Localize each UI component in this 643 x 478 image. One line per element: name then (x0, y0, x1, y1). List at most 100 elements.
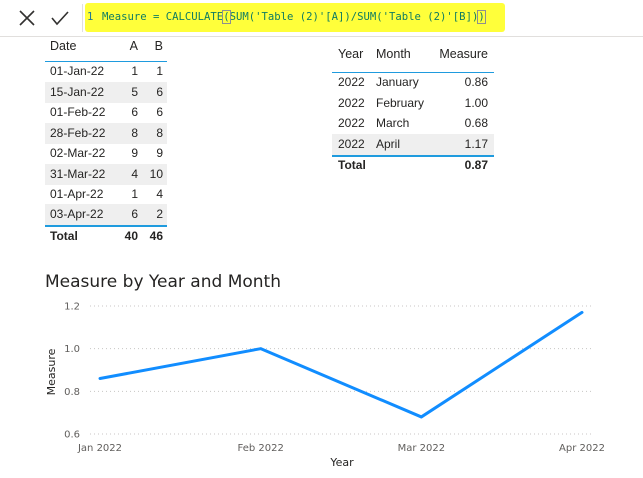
cell-a: 1 (131, 64, 138, 78)
close-icon[interactable] (15, 6, 39, 30)
x-tick-label: Jan 2022 (77, 443, 122, 454)
cell-year: 2022 (338, 116, 365, 130)
cell-measure: 0.86 (464, 75, 488, 89)
formula-prefix: Measure = CALCULATE (102, 11, 224, 23)
total-a: 40 (124, 229, 138, 243)
total-measure: 0.87 (464, 158, 488, 172)
y-tick-label: 0.8 (64, 387, 80, 398)
cell-b: 2 (156, 207, 163, 221)
y-tick-label: 1.2 (64, 302, 80, 313)
cell-date: 31-Mar-22 (50, 167, 106, 181)
formula-bar-divider (82, 4, 83, 32)
cell-b: 8 (156, 126, 163, 140)
table-row: 03-Apr-22 6 2 (45, 204, 167, 225)
series-line-measure[interactable] (98, 310, 584, 419)
y-axis-title: Measure (45, 348, 58, 395)
x-axis-title: Year (329, 456, 354, 469)
column-header-measure[interactable]: Measure (439, 47, 488, 61)
table-row: 2022 April 1.17 (332, 134, 494, 155)
data-point[interactable] (417, 413, 425, 421)
column-header-a[interactable]: A (129, 39, 138, 53)
formula-text: Measure = CALCULATE(SUM('Table (2)'[A])/… (102, 3, 486, 32)
cell-month: March (376, 116, 410, 130)
line-chart-visual[interactable]: Measure by Year and Month 0.6 0.8 1.0 1.2 J… (0, 262, 643, 478)
data-point[interactable] (578, 308, 586, 316)
x-tick-label: Apr 2022 (559, 443, 605, 454)
table-row: 15-Jan-22 5 6 (45, 82, 167, 103)
date-table-visual[interactable]: Date A B 01-Jan-22 1 1 15-Jan-22 5 6 01-… (45, 36, 167, 246)
cell-year: 2022 (338, 96, 365, 110)
table-row: 31-Mar-22 4 10 (45, 164, 167, 185)
cell-month: January (376, 75, 419, 89)
cell-b: 1 (156, 64, 163, 78)
column-header-year[interactable]: Year (338, 47, 364, 61)
table-row: 02-Mar-22 9 9 (45, 143, 167, 164)
table-row: 01-Jan-22 1 1 (45, 61, 167, 82)
table-row: 2022 January 0.86 (332, 72, 494, 93)
cell-measure: 0.68 (464, 116, 488, 130)
x-tick-label: Mar 2022 (398, 443, 446, 454)
line-number: 1 (87, 11, 94, 23)
cell-date: 15-Jan-22 (50, 85, 105, 99)
table-row: 2022 February 1.00 (332, 93, 494, 114)
y-axis-ticks: 0.6 0.8 1.0 1.2 (64, 302, 80, 441)
header-divider (332, 72, 494, 73)
cell-date: 01-Feb-22 (50, 105, 106, 119)
gridlines (90, 305, 594, 435)
table-total-row: Total 0.87 (332, 155, 494, 176)
table-row: 01-Feb-22 6 6 (45, 102, 167, 123)
total-b: 46 (149, 229, 163, 243)
cell-a: 1 (131, 187, 138, 201)
cell-measure: 1.17 (464, 137, 488, 151)
cell-date: 28-Feb-22 (50, 126, 106, 140)
formula-open-paren: ( (222, 10, 231, 24)
cell-a: 6 (131, 105, 138, 119)
measure-matrix-visual[interactable]: Year Month Measure 2022 January 0.86 202… (332, 36, 494, 178)
cell-a: 9 (131, 146, 138, 160)
total-divider (332, 155, 494, 157)
cell-a: 4 (131, 167, 138, 181)
total-label: Total (338, 158, 366, 172)
x-axis-ticks: Jan 2022 Feb 2022 Mar 2022 Apr 2022 (77, 443, 605, 454)
chart-title: Measure by Year and Month (45, 272, 281, 292)
cell-measure: 1.00 (464, 96, 488, 110)
cell-month: February (376, 96, 425, 110)
table-total-row: Total 40 46 (45, 226, 167, 247)
column-header-month[interactable]: Month (376, 47, 411, 61)
cell-b: 6 (156, 85, 163, 99)
cell-b: 4 (156, 187, 163, 201)
y-tick-label: 1.0 (64, 344, 80, 355)
formula-bar: 1 Measure = CALCULATE(SUM('Table (2)'[A]… (0, 0, 643, 37)
table-row: 28-Feb-22 8 8 (45, 123, 167, 144)
cell-b: 9 (156, 146, 163, 160)
cell-b: 10 (149, 167, 163, 181)
cell-date: 01-Apr-22 (50, 187, 104, 201)
column-header-date[interactable]: Date (50, 39, 77, 53)
cell-year: 2022 (338, 75, 365, 89)
column-header-b[interactable]: B (154, 39, 163, 53)
cell-date: 02-Mar-22 (50, 146, 106, 160)
series-layer[interactable] (96, 308, 586, 421)
total-divider (45, 225, 167, 227)
check-icon[interactable] (48, 6, 72, 30)
cell-month: April (376, 137, 401, 151)
formula-body: SUM('Table (2)'[A])/SUM('Table (2)'[B]) (229, 11, 479, 23)
total-label: Total (50, 229, 78, 243)
cell-a: 5 (131, 85, 138, 99)
line-chart-svg: Measure by Year and Month 0.6 0.8 1.0 1.2 J… (45, 272, 605, 469)
table-row: 01-Apr-22 1 4 (45, 184, 167, 205)
cell-date: 03-Apr-22 (50, 207, 104, 221)
x-tick-label: Feb 2022 (237, 443, 283, 454)
data-point[interactable] (96, 375, 104, 383)
header-divider (45, 61, 167, 62)
data-point[interactable] (257, 345, 265, 353)
cell-date: 01-Jan-22 (50, 64, 105, 78)
table-header-row: Year Month Measure (332, 44, 494, 65)
cell-a: 6 (131, 207, 138, 221)
cell-a: 8 (131, 126, 138, 140)
cell-b: 6 (156, 105, 163, 119)
table-header-row: Date A B (45, 36, 167, 57)
cell-year: 2022 (338, 137, 365, 151)
dax-formula-editor[interactable]: 1 Measure = CALCULATE(SUM('Table (2)'[A]… (85, 3, 505, 32)
y-tick-label: 0.6 (64, 430, 80, 441)
